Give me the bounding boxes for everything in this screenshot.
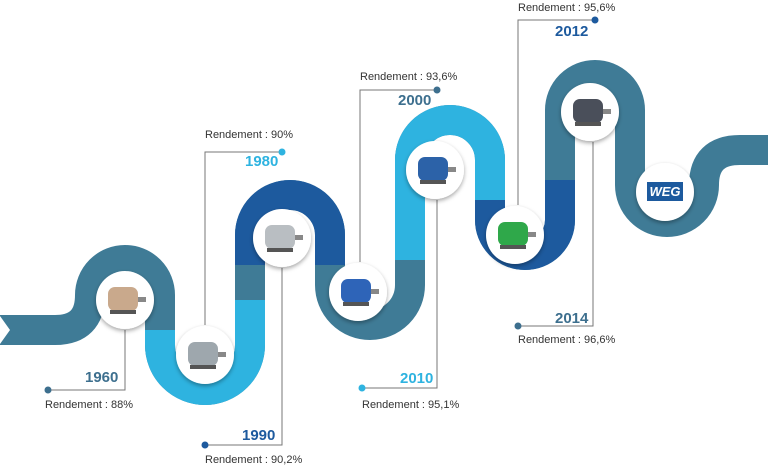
year: 1990	[242, 427, 275, 444]
year: 2014	[555, 310, 589, 327]
year: 2010	[400, 370, 433, 387]
motor-shaft	[138, 297, 146, 302]
ribbon-light	[395, 105, 505, 260]
callout-dot	[433, 86, 441, 94]
ribbon-dark	[235, 180, 345, 265]
callout-line	[359, 89, 437, 262]
year: 1960	[85, 369, 118, 386]
rendement: Rendement : 93,6%	[360, 71, 457, 83]
callout-line	[205, 268, 283, 446]
year: 1980	[245, 153, 278, 170]
callout-line	[362, 200, 438, 389]
rendement: Rendement : 96,6%	[518, 334, 615, 346]
ribbon-light	[145, 300, 265, 405]
callout-dot	[358, 384, 366, 392]
motor-foot	[420, 180, 446, 184]
nodes: WEG	[96, 83, 694, 384]
callout-line	[517, 19, 595, 205]
motor-foot	[500, 245, 526, 249]
callout-dot	[44, 386, 52, 394]
rendement: Rendement : 95,6%	[518, 2, 615, 14]
motor-foot	[110, 310, 136, 314]
ribbon-main	[0, 60, 768, 405]
motor-shaft	[371, 289, 379, 294]
motor-body	[188, 342, 218, 366]
motor-foot	[343, 302, 369, 306]
motor-shaft	[603, 109, 611, 114]
motor-body	[418, 157, 448, 181]
motor-body	[341, 279, 371, 303]
logo: WEG	[649, 184, 680, 199]
motor-shaft	[295, 235, 303, 240]
rendement: Rendement : 88%	[45, 399, 133, 411]
labels: 1960 Rendement : 88% 1980 Rendement : 90% 19…	[44, 2, 615, 466]
rendement: Rendement : 90,2%	[205, 454, 302, 466]
callout-line	[48, 330, 126, 391]
motor-body	[108, 287, 138, 311]
motor-foot	[190, 365, 216, 369]
callout-line	[204, 151, 282, 325]
year: 2000	[398, 92, 431, 109]
year: 2012	[555, 23, 588, 40]
motor-body	[498, 222, 528, 246]
callout-dot	[278, 148, 286, 156]
motor-shaft	[448, 167, 456, 172]
rendement: Rendement : 95,1%	[362, 399, 459, 411]
logo-box	[647, 182, 683, 201]
ribbon	[0, 60, 768, 405]
ribbon-notch	[0, 316, 10, 344]
motor-body	[265, 225, 295, 249]
motor-foot	[575, 122, 601, 126]
callout-line	[518, 142, 594, 327]
callout-dot	[201, 441, 209, 449]
motor-shaft	[218, 352, 226, 357]
motor-body	[573, 99, 603, 123]
callout-dot	[514, 322, 522, 330]
callout-dot	[591, 16, 599, 24]
rendement: Rendement : 90%	[205, 129, 293, 141]
motor-shaft	[528, 232, 536, 237]
motor-foot	[267, 248, 293, 252]
